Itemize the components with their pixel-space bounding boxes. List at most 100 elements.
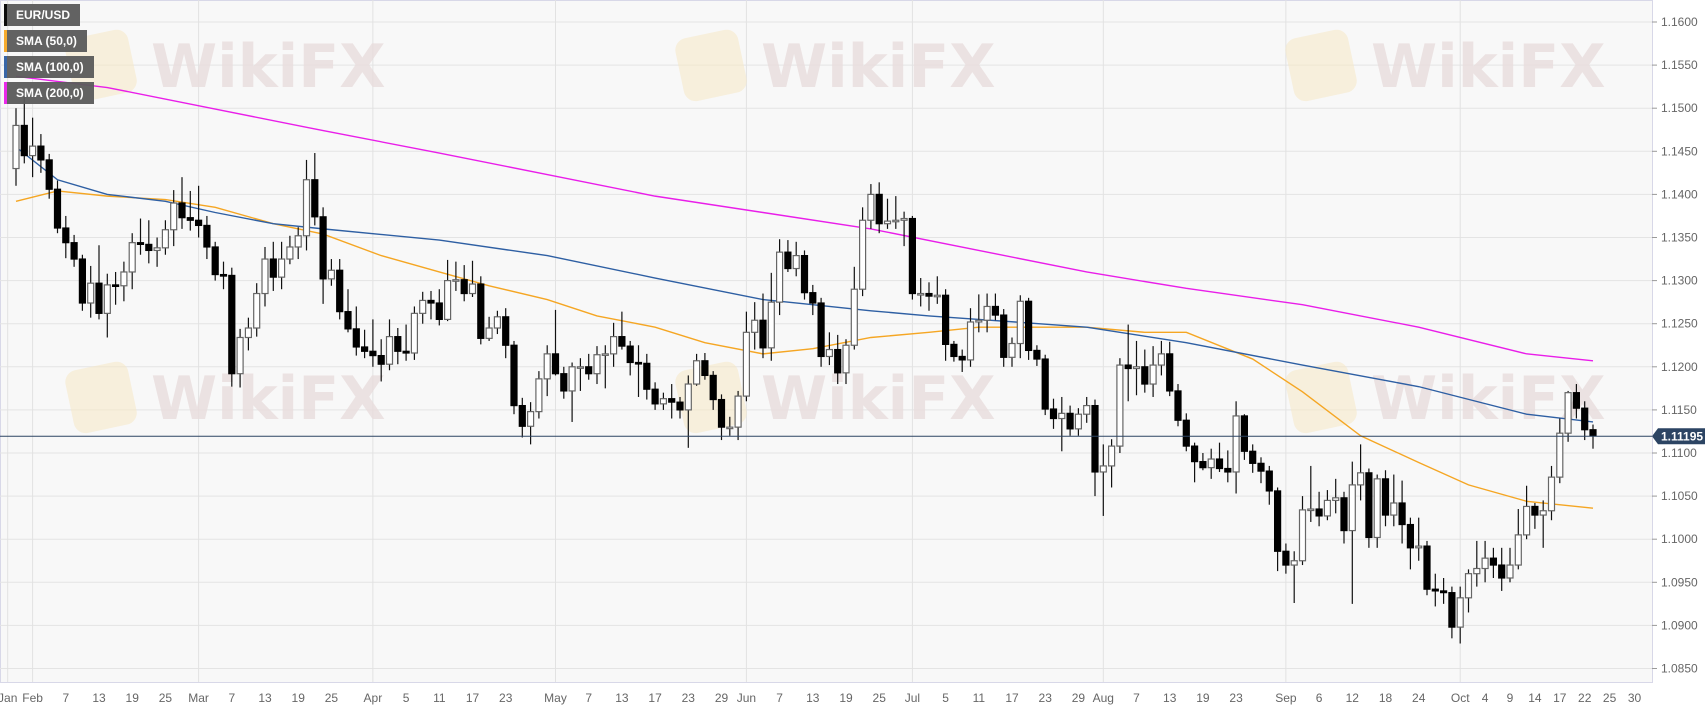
- candle-up: [161, 220, 169, 255]
- candle-body: [759, 319, 767, 349]
- candle-up: [726, 416, 734, 436]
- candle-up: [1157, 340, 1166, 376]
- candle-down: [53, 180, 62, 234]
- candle-body: [1423, 545, 1431, 590]
- candle-body: [1348, 484, 1356, 532]
- candle-body: [950, 343, 958, 358]
- candle-body: [775, 251, 784, 303]
- candle-body: [344, 311, 352, 330]
- candle-down: [78, 254, 87, 311]
- candle-body: [1240, 415, 1249, 452]
- candle-body: [468, 283, 477, 295]
- x-tick-label: 13: [806, 691, 820, 705]
- candle-up: [493, 310, 501, 335]
- candle-body: [419, 299, 427, 314]
- candle-up: [1016, 295, 1024, 359]
- candle-up: [842, 339, 850, 385]
- candle-up: [1356, 444, 1365, 501]
- candle-body: [1249, 450, 1257, 464]
- candle-body: [1315, 508, 1323, 517]
- candle-down: [228, 267, 236, 387]
- x-tick-label: 23: [1039, 691, 1053, 705]
- x-tick-label: 23: [499, 691, 513, 705]
- candle-up: [468, 260, 477, 297]
- candle-body: [1373, 478, 1381, 539]
- candle-down: [460, 265, 468, 302]
- candle-body: [385, 336, 394, 365]
- candle-body: [767, 301, 775, 349]
- candle-body: [485, 327, 493, 339]
- candle-body: [692, 360, 701, 385]
- candle-body: [460, 279, 468, 295]
- legend-label: SMA (100,0): [16, 60, 84, 74]
- candle-up: [825, 332, 834, 366]
- candle-down: [1249, 444, 1257, 473]
- candle-down: [1224, 450, 1232, 483]
- candle-down: [1066, 405, 1074, 436]
- candle-down: [311, 153, 319, 226]
- candle-up: [153, 237, 161, 267]
- candle-up: [1107, 439, 1116, 488]
- candle-body: [95, 282, 103, 314]
- candle-up: [850, 266, 858, 350]
- candle-up: [975, 294, 983, 333]
- legend-item-sma200[interactable]: SMA (200,0): [4, 82, 94, 104]
- candle-body: [809, 292, 817, 304]
- candle-body: [800, 255, 809, 294]
- x-tick-label: 14: [1528, 691, 1542, 705]
- x-tick-label: 25: [1603, 691, 1617, 705]
- candle-body: [1415, 545, 1423, 549]
- x-tick-label: 13: [92, 691, 106, 705]
- x-tick-label: Apr: [364, 691, 383, 705]
- watermark-text: WikiFX: [151, 32, 385, 102]
- legend-item-sma100[interactable]: SMA (100,0): [4, 56, 94, 78]
- legend-item-sma50[interactable]: SMA (50,0): [4, 30, 87, 52]
- candle-down: [361, 329, 369, 359]
- candle-up: [1522, 485, 1531, 540]
- candle-body: [1116, 364, 1124, 447]
- candle-up: [87, 265, 95, 318]
- candle-body: [551, 353, 560, 375]
- candle-body: [1207, 458, 1215, 469]
- candle-down: [20, 96, 28, 164]
- candle-down: [1531, 502, 1539, 529]
- candle-body: [1008, 342, 1016, 358]
- candle-body: [1307, 508, 1315, 512]
- last-price-marker: 1.11195: [0, 428, 1705, 445]
- candle-down: [709, 371, 717, 410]
- candle-body: [576, 366, 585, 369]
- candle-body: [444, 280, 452, 320]
- candle-body: [1481, 557, 1489, 570]
- x-tick-label: 29: [715, 691, 729, 705]
- candle-body: [211, 246, 219, 276]
- candle-body: [526, 411, 535, 427]
- candle-body: [493, 316, 501, 329]
- legend-item-eurusd[interactable]: EUR/USD: [4, 4, 81, 26]
- candle-body: [867, 193, 875, 221]
- x-tick-label: 25: [325, 691, 339, 705]
- candle-down: [178, 177, 186, 229]
- candle-down: [800, 250, 809, 300]
- candle-body: [286, 246, 294, 260]
- candle-down: [676, 396, 684, 419]
- candle-down: [319, 207, 327, 304]
- candle-body: [1124, 364, 1132, 370]
- candle-down: [643, 353, 651, 400]
- candle-body: [37, 145, 45, 161]
- candle-body: [676, 401, 684, 411]
- candle-body: [319, 216, 327, 280]
- x-tick-label: Feb: [22, 691, 43, 705]
- candle-up: [485, 316, 493, 341]
- x-tick-label: 22: [1578, 691, 1592, 705]
- candle-up: [120, 261, 128, 302]
- candle-body: [78, 258, 87, 304]
- candle-down: [37, 134, 45, 173]
- y-tick-label: 1.1250: [1661, 317, 1698, 331]
- candle-down: [402, 324, 410, 361]
- candle-down: [1572, 384, 1581, 419]
- candle-body: [1107, 445, 1116, 467]
- candle-up: [883, 198, 892, 229]
- candle-body: [1298, 509, 1307, 562]
- candle-up: [1464, 569, 1473, 613]
